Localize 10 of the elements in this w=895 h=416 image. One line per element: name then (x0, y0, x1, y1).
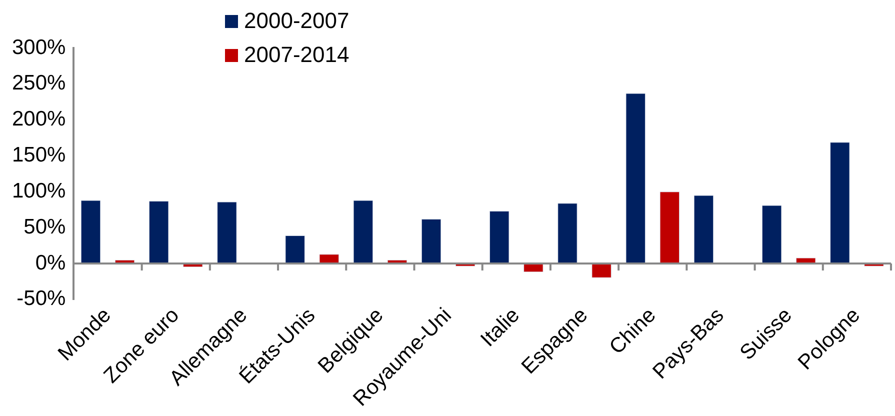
y-tick-label: 200% (12, 108, 66, 131)
legend-label: 2000-2007 (244, 8, 350, 34)
y-tick-label: 250% (12, 72, 66, 95)
y-tick-label: 300% (12, 36, 66, 59)
y-tick-label: 100% (12, 179, 66, 202)
y-tick-label: 150% (12, 144, 66, 167)
legend-label: 2007-2014 (244, 42, 350, 68)
y-tick-label: 50% (24, 215, 66, 238)
y-tick-label: 0% (35, 251, 66, 274)
y-tick-label: -50% (16, 287, 66, 310)
